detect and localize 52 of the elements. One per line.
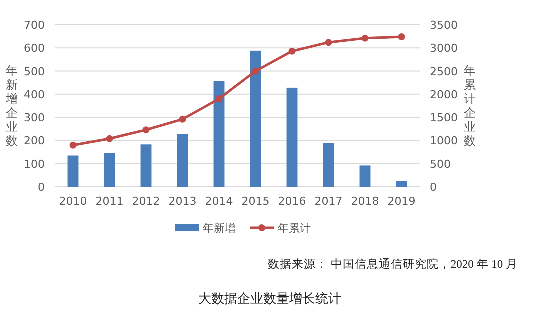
point xyxy=(288,48,296,55)
x-tick-label: 2018 xyxy=(351,195,380,208)
text: 大数据企业数量增长统计 xyxy=(198,291,342,306)
y2-tick-label: 3500 xyxy=(430,19,458,32)
x-tick-label: 2013 xyxy=(168,195,197,208)
bar xyxy=(177,134,188,187)
bar xyxy=(104,153,116,187)
y-tick-label: 300 xyxy=(24,112,45,125)
point xyxy=(142,126,150,134)
y2-tick-label: 1500 xyxy=(430,112,458,125)
x-tick-label: 2010 xyxy=(59,195,88,208)
bar xyxy=(140,144,152,187)
y-tick-label: 700 xyxy=(24,19,45,32)
x-tick-label: 2011 xyxy=(96,195,124,208)
bar xyxy=(214,81,225,187)
y-tick-label: 500 xyxy=(24,65,45,78)
legend-label: 年新增 xyxy=(203,222,236,235)
y-tick-label: 400 xyxy=(24,88,45,102)
y2-tick-label: 3000 xyxy=(430,42,458,56)
source-note: 数据来源： 中国信息通信研究院，2020 年 10 月 xyxy=(268,257,518,271)
y2-tick-label: 0 xyxy=(430,181,437,194)
y2-tick-label: 2500 xyxy=(430,65,458,78)
x-tick-label: 2012 xyxy=(132,195,160,208)
point xyxy=(325,39,332,46)
y2-tick-label: 1000 xyxy=(430,134,458,148)
x-tick-label: 2017 xyxy=(314,195,343,208)
bar xyxy=(323,143,334,187)
point xyxy=(70,142,77,149)
y-tick-label: 0 xyxy=(38,181,45,194)
y-tick-label: 200 xyxy=(24,134,45,148)
point xyxy=(362,34,369,42)
point xyxy=(216,96,223,103)
bar xyxy=(250,50,262,187)
bar xyxy=(68,156,79,187)
bar xyxy=(396,181,408,187)
y-tick-label: 100 xyxy=(24,158,45,171)
y2-axis-title: 年累计企业数 xyxy=(464,64,476,148)
legend-label: 年累计 xyxy=(278,222,311,235)
point xyxy=(252,68,260,75)
y-axis-title: 年新增企业数 xyxy=(5,64,18,148)
point xyxy=(398,34,406,41)
x-tick-label: 2015 xyxy=(242,195,270,208)
y2-tick-label: 2000 xyxy=(430,88,458,102)
bar xyxy=(286,88,298,187)
y2-tick-label: 500 xyxy=(430,158,451,171)
y-tick-label: 600 xyxy=(24,42,45,56)
x-tick-label: 2019 xyxy=(388,195,416,208)
x-tick-label: 2016 xyxy=(278,195,306,208)
point xyxy=(179,116,186,123)
x-tick-label: 2014 xyxy=(205,195,234,208)
bar xyxy=(360,166,371,187)
point xyxy=(106,135,114,142)
